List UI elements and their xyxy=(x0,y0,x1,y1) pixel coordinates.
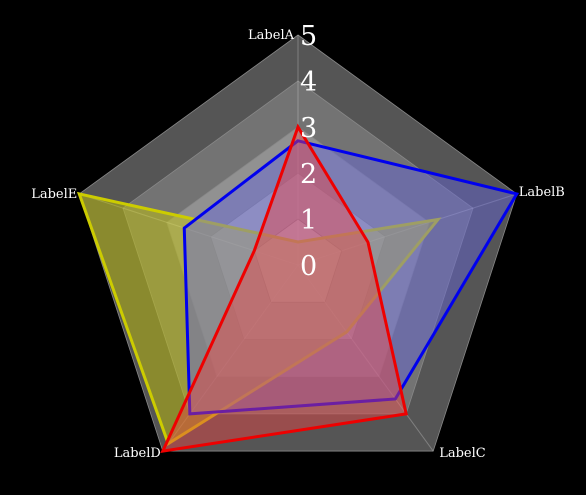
series-3-polygon xyxy=(160,123,408,453)
series-1-polygon xyxy=(76,191,442,446)
radar-series xyxy=(76,123,520,453)
tick-label-0: 0 xyxy=(300,251,317,282)
tick-label-4: 4 xyxy=(300,67,317,98)
tick-label-3: 3 xyxy=(300,113,317,144)
spoke-3 xyxy=(297,264,434,452)
axis-label-labele: LabelE xyxy=(31,187,77,202)
tick-label-2: 2 xyxy=(300,159,317,190)
tick-label-1: 1 xyxy=(300,205,317,236)
spoke-5 xyxy=(79,193,299,266)
tick-label-5: 5 xyxy=(300,21,317,52)
spoke-4 xyxy=(162,264,299,452)
axis-label-labeld: LabelD xyxy=(114,446,161,461)
series-2-polygon xyxy=(182,139,520,416)
axis-label-labela: LabelA xyxy=(248,28,295,43)
spoke-2 xyxy=(297,193,517,266)
radar-spokes xyxy=(79,35,517,452)
axis-label-labelc: LabelC xyxy=(439,446,486,461)
radar-tick-labels: 0 1 2 3 4 5 xyxy=(300,21,317,282)
axis-label-labelb: LabelB xyxy=(519,185,565,200)
radar-axis-labels: LabelA LabelB LabelC LabelD LabelE xyxy=(31,28,565,461)
